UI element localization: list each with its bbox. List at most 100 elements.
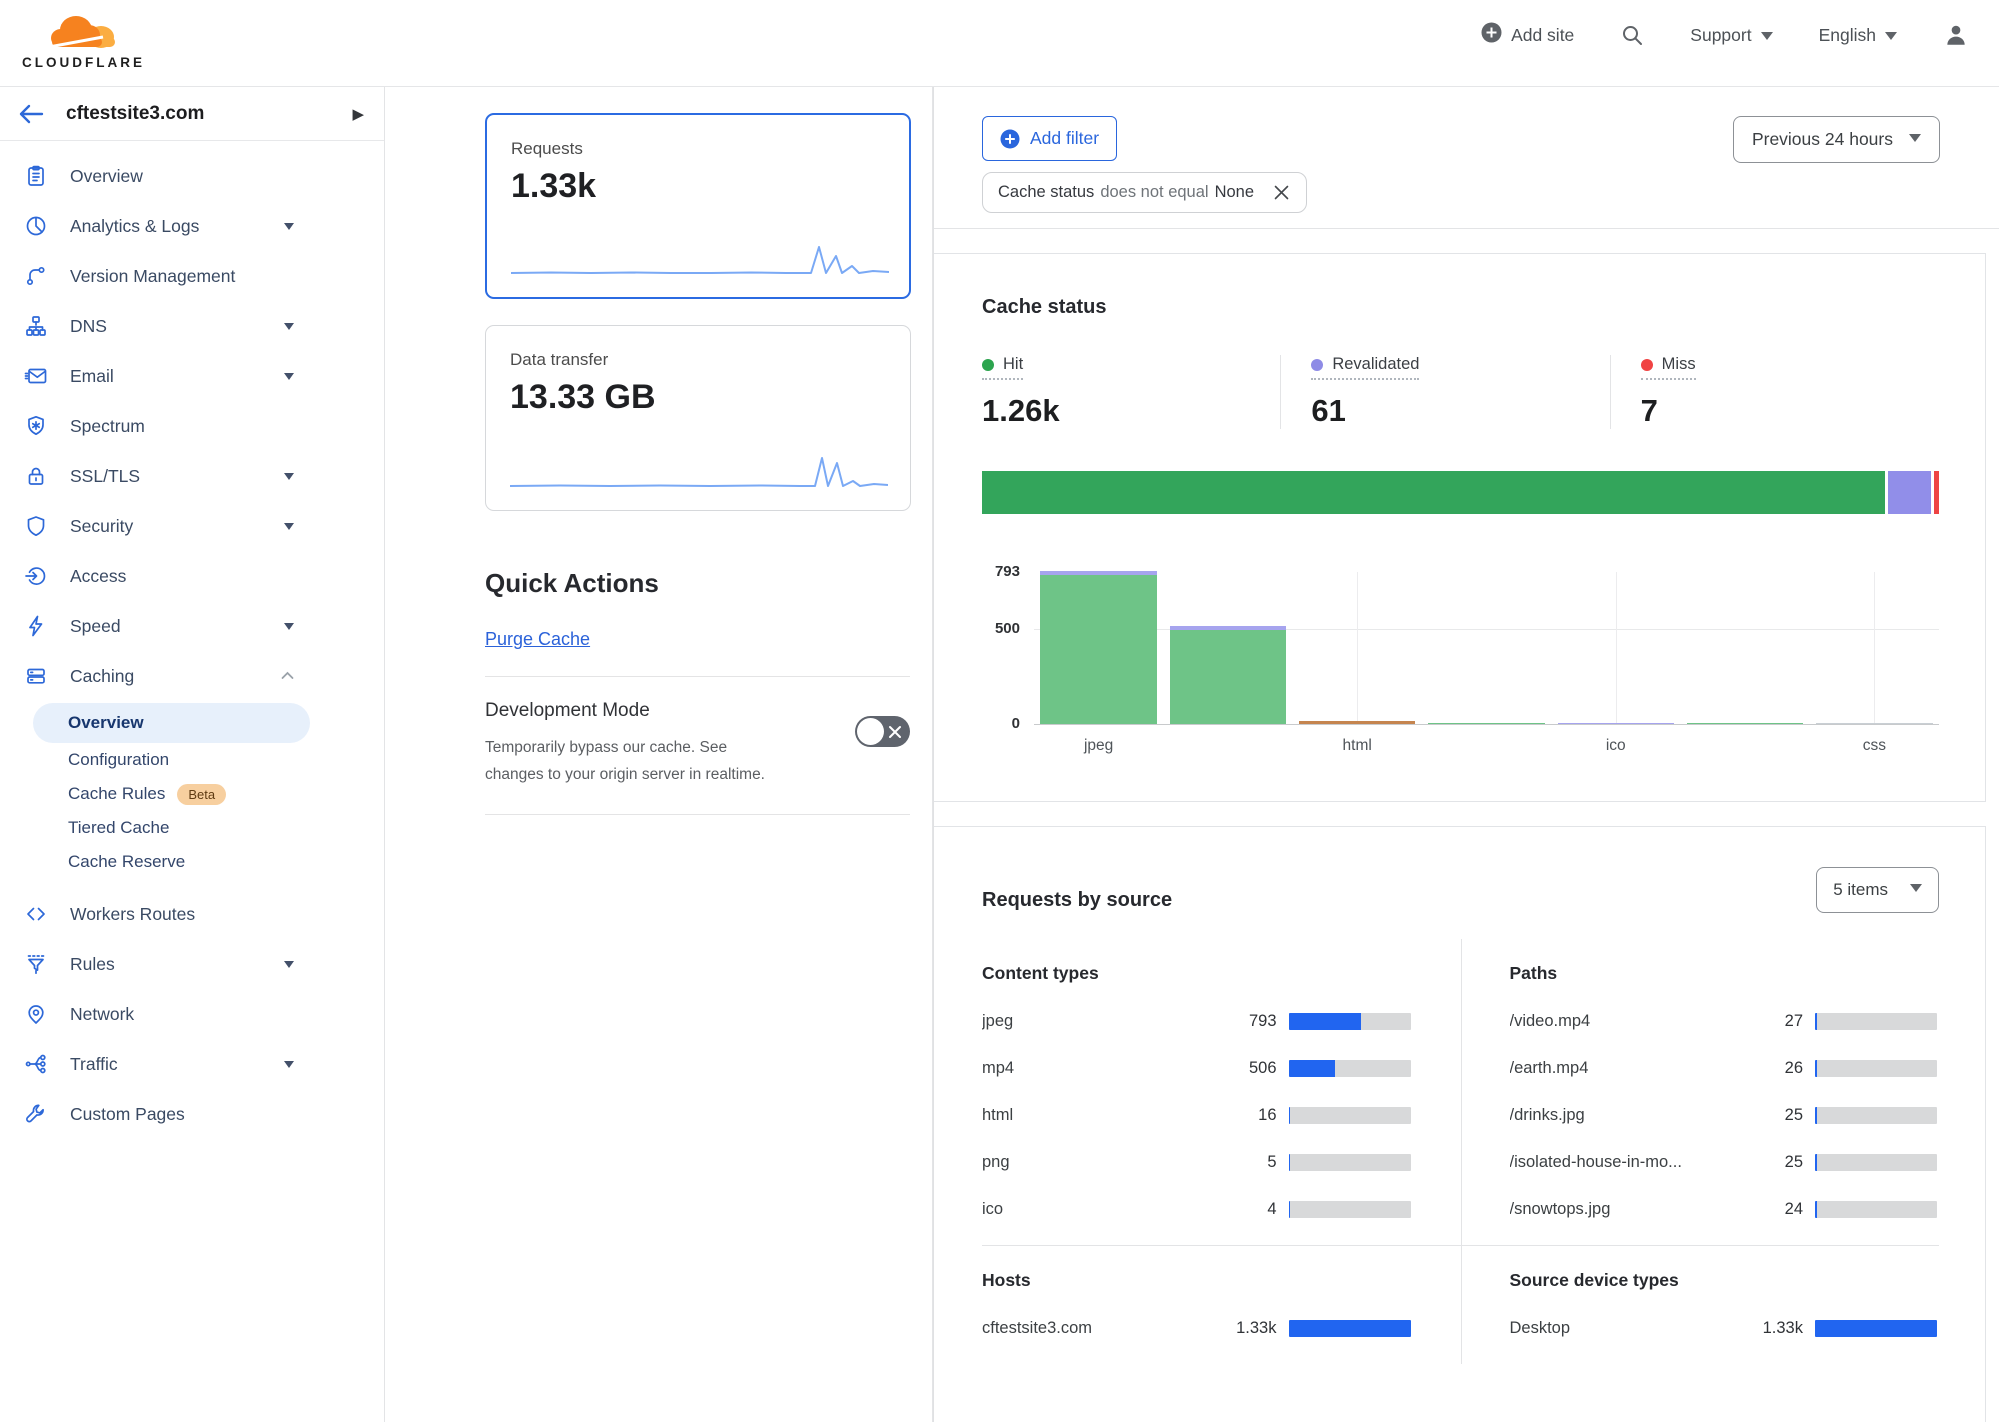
user-account-icon[interactable] bbox=[1943, 22, 1969, 48]
requests-by-source-card: Requests by source 5 items Content types… bbox=[934, 826, 1986, 1422]
add-site-button[interactable]: Add site bbox=[1481, 22, 1574, 48]
traffic-icon bbox=[24, 1051, 50, 1077]
source-list-row: /video.mp4 27 bbox=[1510, 998, 1937, 1045]
x-axis-tick-label: html bbox=[1342, 737, 1372, 754]
sidebar-subitem-label: Cache Reserve bbox=[68, 852, 186, 871]
bar-segment-expired bbox=[1299, 720, 1416, 724]
sidebar-subitem-tiered-cache[interactable]: Tiered Cache bbox=[0, 811, 312, 845]
add-filter-button[interactable]: Add filter bbox=[982, 116, 1118, 161]
x-axis-tick-label: ico bbox=[1605, 737, 1626, 754]
remove-filter-icon[interactable] bbox=[1272, 183, 1291, 202]
sidebar-item-ssl-tls[interactable]: SSL/TLS bbox=[0, 451, 312, 501]
cache-status-title: Cache status bbox=[982, 296, 1107, 318]
sidebar-subitem-cache-reserve[interactable]: Cache Reserve bbox=[0, 845, 312, 879]
back-arrow-icon[interactable] bbox=[18, 103, 44, 125]
sidebar-item-email[interactable]: Email bbox=[0, 351, 312, 401]
cache-status-stats: Hit 1.26k Revalidated 61 Miss 7 bbox=[982, 355, 1939, 429]
source-list-row: /isolated-house-in-mo... 25 bbox=[1510, 1139, 1937, 1186]
expand-sidebar-icon[interactable]: ▶ bbox=[352, 105, 364, 123]
version-management-icon bbox=[24, 263, 50, 289]
add-site-label: Add site bbox=[1511, 24, 1575, 45]
sidebar-item-label: Email bbox=[70, 365, 114, 386]
row-value: 26 bbox=[1784, 1059, 1803, 1077]
cache-stat-legend[interactable]: Miss bbox=[1640, 355, 1696, 380]
divider bbox=[485, 814, 910, 815]
cache-status-card: Cache status Hit 1.26k Revalidated 61 Miss 7 … bbox=[934, 253, 1986, 802]
sidebar-item-security[interactable]: Security bbox=[0, 501, 312, 551]
sidebar-item-overview[interactable]: Overview bbox=[0, 151, 312, 201]
cache-stat-legend[interactable]: Hit bbox=[982, 355, 1024, 380]
row-bar bbox=[1815, 1320, 1937, 1337]
sidebar-item-speed[interactable]: Speed bbox=[0, 601, 312, 651]
sidebar-item-traffic[interactable]: Traffic bbox=[0, 1039, 312, 1089]
cache-stat-miss: Miss 7 bbox=[1609, 355, 1939, 429]
source-list-row: /earth.mp4 26 bbox=[1509, 1045, 1937, 1092]
source-list-title: Hosts bbox=[982, 1270, 1031, 1290]
time-range-dropdown[interactable]: Previous 24 hours bbox=[1732, 116, 1940, 163]
sidebar-item-label: Rules bbox=[70, 953, 115, 974]
caching-submenu: Overview Configuration Cache Rules Beta Tier… bbox=[0, 701, 312, 889]
chart-plot-area: 793 500 0 bbox=[995, 563, 1939, 732]
search-icon[interactable] bbox=[1620, 23, 1644, 47]
source-list-row: cftestsite3.com 1.33k bbox=[982, 1305, 1411, 1352]
sidebar-item-version-management[interactable]: Version Management bbox=[0, 251, 312, 301]
custom-pages-icon bbox=[24, 1101, 50, 1127]
chevron-down-icon bbox=[284, 623, 294, 635]
purge-cache-link[interactable]: Purge Cache bbox=[485, 629, 591, 649]
sidebar-item-label: Analytics & Logs bbox=[70, 215, 200, 236]
cache-stat-value: 7 bbox=[1640, 393, 1658, 428]
bar-segment-hit bbox=[1169, 630, 1287, 724]
legend-dot-icon bbox=[982, 358, 994, 371]
y-axis-tick-label: 793 bbox=[994, 563, 1020, 580]
row-bar bbox=[1288, 1013, 1411, 1030]
sidebar-item-access[interactable]: Access bbox=[0, 551, 312, 601]
row-value: 5 bbox=[1267, 1153, 1277, 1171]
sidebar-subitem-configuration[interactable]: Configuration bbox=[0, 743, 312, 777]
source-list-title: Paths bbox=[1509, 963, 1558, 983]
dns-icon bbox=[24, 313, 50, 339]
data-transfer-value: 13.33 GB bbox=[510, 378, 656, 416]
sidebar-item-analytics-logs[interactable]: Analytics & Logs bbox=[0, 201, 312, 251]
chevron-down-icon bbox=[1885, 31, 1897, 46]
sidebar-item-custom-pages[interactable]: Custom Pages bbox=[0, 1089, 312, 1139]
sidebar-item-workers-routes[interactable]: Workers Routes bbox=[0, 889, 312, 939]
language-label: English bbox=[1818, 24, 1876, 45]
language-menu[interactable]: English bbox=[1819, 25, 1897, 46]
requests-metric-card[interactable]: Requests 1.33k bbox=[485, 113, 911, 299]
chart-x-axis-labels: jpeg html ico css bbox=[1034, 737, 1939, 761]
chart-bar-col-4 bbox=[1428, 722, 1545, 724]
rules-icon bbox=[24, 951, 50, 977]
sidebar-item-label: Version Management bbox=[70, 265, 236, 286]
row-bar bbox=[1288, 1154, 1411, 1171]
bar-segment-revalidated bbox=[1169, 626, 1287, 631]
cloudflare-logo[interactable]: CLOUDFLARE bbox=[22, 10, 145, 70]
development-mode-title: Development Mode bbox=[485, 700, 650, 721]
distribution-segment-miss bbox=[1934, 471, 1939, 514]
support-menu[interactable]: Support bbox=[1690, 25, 1773, 46]
sidebar-item-label: Overview bbox=[70, 165, 143, 186]
sidebar-item-rules[interactable]: Rules bbox=[0, 939, 312, 989]
sidebar-item-network[interactable]: Network bbox=[0, 989, 312, 1039]
sidebar-item-label: Custom Pages bbox=[70, 1103, 185, 1124]
chart-bar-html bbox=[1299, 720, 1416, 724]
sidebar-item-dns[interactable]: DNS bbox=[0, 301, 312, 351]
site-sidebar: cftestsite3.com ▶ Overview Analytics & Lo… bbox=[0, 87, 385, 1422]
sidebar-item-caching[interactable]: Caching bbox=[0, 651, 312, 701]
sidebar-subitem-cache-rules[interactable]: Cache Rules Beta bbox=[0, 777, 312, 811]
y-axis-tick-label: 500 bbox=[994, 619, 1020, 637]
data-transfer-metric-card[interactable]: Data transfer 13.33 GB bbox=[485, 325, 911, 511]
items-count-dropdown[interactable]: 5 items bbox=[1816, 867, 1939, 913]
row-label: /earth.mp4 bbox=[1509, 1059, 1589, 1077]
development-mode-toggle[interactable] bbox=[855, 716, 910, 747]
cache-stat-legend[interactable]: Revalidated bbox=[1311, 355, 1420, 380]
requests-label: Requests bbox=[511, 139, 583, 158]
bar-segment-hit bbox=[1428, 722, 1545, 724]
bar-segment-revalidated bbox=[1040, 571, 1157, 576]
divider bbox=[485, 676, 910, 677]
sidebar-item-label: Security bbox=[70, 515, 134, 536]
sidebar-subitem-overview[interactable]: Overview bbox=[33, 703, 310, 743]
source-list-row: Desktop 1.33k bbox=[1510, 1305, 1937, 1352]
row-value: 24 bbox=[1784, 1200, 1803, 1218]
sidebar-item-label: Caching bbox=[70, 665, 135, 686]
sidebar-item-spectrum[interactable]: Spectrum bbox=[0, 401, 312, 451]
